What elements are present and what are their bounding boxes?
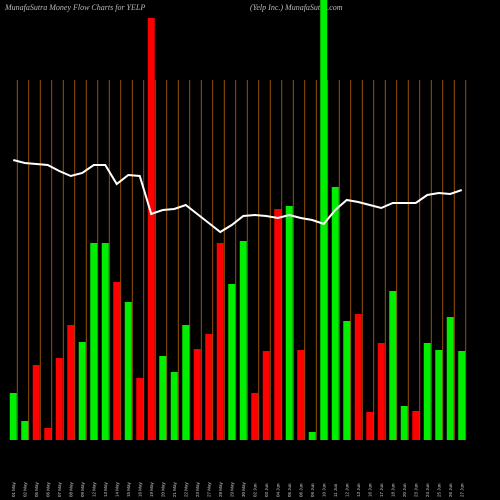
bar (182, 325, 190, 440)
bar (389, 291, 397, 440)
x-tick-label: 12 May (91, 481, 96, 497)
x-tick-label: 06 Jun (298, 483, 303, 497)
bar (458, 351, 466, 440)
bar (55, 358, 63, 440)
x-tick-label: 06 May (45, 481, 50, 497)
x-tick-label: 25 Jun (436, 483, 441, 497)
x-tick-label: 16 Jun (367, 483, 372, 497)
bar (113, 282, 121, 440)
bar (9, 393, 17, 440)
bar (423, 343, 431, 440)
bar (377, 343, 385, 440)
bar (285, 206, 293, 440)
x-tick-label: 29 May (229, 481, 234, 497)
x-tick-label: 15 May (126, 481, 131, 497)
x-tick-label: 13 Jun (356, 483, 361, 497)
x-tick-label: 19 May (149, 481, 154, 497)
x-tick-label: 07 May (57, 481, 62, 497)
x-tick-label: 28 May (218, 481, 223, 497)
x-tick-label: 23 Jun (413, 483, 418, 497)
bar (297, 350, 305, 440)
bar (136, 378, 144, 440)
bar (343, 321, 351, 440)
bar (400, 406, 408, 440)
x-tick-label: 30 May (241, 481, 246, 497)
bar (21, 421, 29, 440)
x-tick-label: 27 Jun (459, 483, 464, 497)
bar (170, 372, 178, 440)
x-tick-label: 03 Jun (264, 483, 269, 497)
bar (446, 317, 454, 440)
x-tick-label: 21 May (172, 481, 177, 497)
bar (90, 243, 98, 440)
x-tick-label: 20 May (160, 481, 165, 497)
bar (308, 432, 316, 440)
x-tick-label: 04 Jun (275, 483, 280, 497)
bar (78, 342, 86, 440)
x-tick-label: 22 May (183, 481, 188, 497)
bar (205, 334, 213, 440)
x-tick-label: 24 Jun (425, 483, 430, 497)
bar (228, 284, 236, 440)
bar (101, 243, 109, 440)
x-tick-label: 23 May (195, 481, 200, 497)
x-tick-label: 08 May (68, 481, 73, 497)
x-tick-label: 02 Jun (252, 483, 257, 497)
x-tick-label: 09 May (80, 481, 85, 497)
x-tick-label: 16 May (137, 481, 142, 497)
bar (251, 393, 259, 440)
bar (44, 428, 52, 440)
chart-subtitle: (Yelp Inc.) MunafaSutra.com (250, 3, 343, 12)
x-tick-label: 09 Jun (310, 483, 315, 497)
bar (435, 350, 443, 440)
bar (320, 0, 328, 440)
x-tick-label: 12 Jun (344, 483, 349, 497)
bar (216, 243, 224, 440)
x-tick-label: 05 May (34, 481, 39, 497)
x-tick-label: 14 May (114, 481, 119, 497)
price-line (12, 159, 463, 234)
bar (274, 209, 282, 440)
x-tick-label: 11 Jun (333, 483, 338, 497)
bar (193, 349, 201, 440)
x-tick-label: 01 May (11, 481, 16, 497)
bar (147, 18, 155, 440)
bar (412, 411, 420, 440)
bar (159, 356, 167, 440)
x-tick-label: 20 Jun (402, 483, 407, 497)
x-tick-label: 27 May (206, 481, 211, 497)
bar (124, 302, 132, 440)
x-tick-label: 18 Jun (390, 483, 395, 497)
bar (67, 325, 75, 440)
bar (331, 187, 339, 440)
x-tick-label: 10 Jun (321, 483, 326, 497)
bar (354, 314, 362, 440)
x-tick-label: 26 Jun (448, 483, 453, 497)
x-tick-label: 05 Jun (287, 483, 292, 497)
x-tick-label: 13 May (103, 481, 108, 497)
bar (366, 412, 374, 440)
x-tick-label: 02 May (22, 481, 27, 497)
bar (32, 365, 40, 440)
bar (239, 241, 247, 440)
chart-title: MunafaSutra Money Flow Charts for YELP (4, 3, 145, 12)
x-tick-label: 17 Jun (379, 483, 384, 497)
bar (262, 351, 270, 440)
